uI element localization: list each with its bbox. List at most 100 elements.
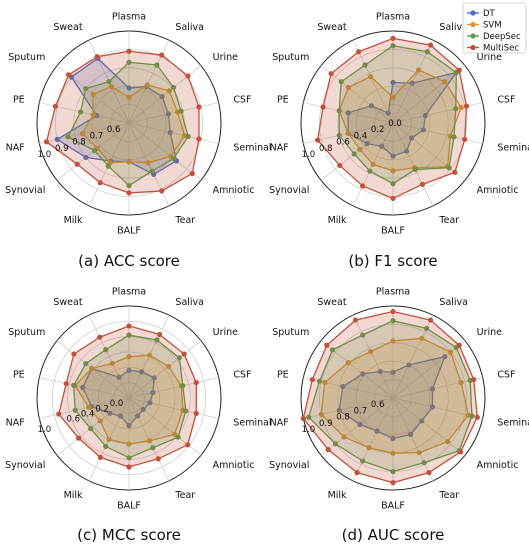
data-point-deepsec	[77, 109, 84, 115]
axis-label-pe: PE	[277, 95, 289, 106]
tick-label: 0.7	[354, 406, 368, 416]
data-point-multisec	[52, 103, 59, 109]
data-point-multisec	[390, 195, 396, 202]
data-point-multisec	[315, 137, 321, 143]
tick-label: 0.7	[90, 131, 104, 141]
data-point-dt	[107, 410, 113, 416]
axis-label-synovial: Synovial	[5, 460, 45, 471]
data-point-multisec	[354, 470, 360, 476]
axis-label-tear: Tear	[438, 490, 459, 501]
series-svm	[336, 67, 464, 174]
data-point-svm	[442, 79, 448, 85]
tick-label: 0.6	[67, 415, 81, 425]
data-point-multisec	[458, 449, 464, 455]
axis-label-pe: PE	[277, 370, 289, 381]
axis-label-synovial: Synovial	[269, 185, 309, 196]
tick-label: 0.4	[81, 410, 95, 420]
axis-label-sputum: Sputum	[8, 327, 45, 338]
data-point-multisec	[337, 162, 343, 169]
tick-label: 0.2	[95, 404, 109, 414]
spoke	[56, 397, 130, 456]
data-point-deepsec	[126, 182, 132, 189]
axis-label-csf: CSF	[497, 95, 515, 106]
data-point-dt	[167, 129, 173, 136]
axis-label-milk: Milk	[64, 490, 83, 501]
data-point-multisec	[390, 35, 396, 41]
data-point-multisec	[325, 447, 331, 453]
data-point-multisec	[74, 161, 80, 167]
data-point-deepsec	[72, 407, 78, 413]
data-point-deepsec	[83, 85, 89, 92]
legend-label: MultiSec	[483, 44, 519, 54]
data-point-multisec	[324, 342, 330, 348]
spoke	[392, 122, 434, 207]
data-point-deepsec	[126, 332, 132, 338]
data-point-multisec	[189, 170, 195, 177]
data-point-svm	[390, 168, 396, 174]
data-point-multisec	[360, 183, 366, 189]
axis-label-amniotic: Amniotic	[213, 460, 255, 471]
data-point-svm	[79, 131, 85, 137]
data-point-multisec	[185, 73, 191, 79]
data-point-dt	[429, 386, 436, 392]
data-point-multisec	[427, 317, 434, 323]
data-point-dt	[140, 406, 146, 413]
data-point-multisec	[65, 72, 72, 78]
axis-label-plasma: Plasma	[112, 12, 146, 23]
axis-label-pe: PE	[13, 95, 25, 106]
data-point-dt	[409, 80, 415, 86]
data-point-multisec	[56, 411, 62, 417]
data-point-dt	[364, 141, 370, 147]
data-point-dt	[406, 362, 412, 368]
data-point-svm	[97, 418, 103, 424]
data-point-deepsec	[105, 163, 111, 169]
tick-label: 0.2	[371, 125, 385, 135]
axis-label-seminal: Seminal	[497, 142, 529, 153]
data-point-dt	[409, 135, 415, 141]
legend-item-dt: DT	[467, 9, 496, 19]
data-point-multisec	[356, 49, 362, 55]
data-point-svm	[458, 379, 464, 386]
data-point-dt	[442, 354, 448, 360]
data-point-dt	[390, 435, 396, 442]
spoke	[392, 340, 466, 399]
spoke	[128, 377, 219, 399]
axis-label-saliva: Saliva	[439, 22, 468, 33]
data-point-deepsec	[412, 166, 418, 173]
axis-label-seminal: Seminal	[233, 142, 271, 153]
data-point-deepsec	[149, 168, 155, 174]
spoke	[392, 397, 434, 482]
data-point-deepsec	[329, 347, 336, 353]
axis-label-csf: CSF	[233, 95, 251, 106]
data-point-dt	[368, 103, 375, 109]
tick-label: 0.6	[371, 400, 385, 410]
spoke	[352, 397, 394, 482]
spoke	[128, 102, 219, 124]
legend-item-multisec: MultiSec	[467, 44, 519, 54]
data-point-dt	[165, 111, 172, 117]
data-point-deepsec	[367, 168, 373, 174]
data-point-multisec	[71, 351, 77, 357]
spoke	[320, 122, 394, 181]
legend-item-deepsec: DeepSec	[467, 32, 521, 42]
axis-label-urine: Urine	[213, 52, 239, 63]
data-point-dt	[159, 94, 165, 100]
data-point-svm	[126, 159, 132, 165]
data-point-dt	[407, 431, 414, 438]
axis-label-balf: BALF	[381, 226, 405, 237]
axis-label-tear: Tear	[174, 490, 195, 501]
data-point-multisec	[185, 442, 191, 448]
data-point-svm	[145, 160, 151, 166]
data-point-deepsec	[316, 378, 323, 384]
data-point-dt	[420, 127, 427, 133]
data-point-svm	[318, 411, 324, 417]
data-point-dt	[345, 110, 351, 116]
data-point-deepsec	[423, 325, 430, 331]
data-point-dt	[126, 423, 132, 429]
legend-item-svm: SVM	[467, 21, 502, 31]
data-point-deepsec	[183, 408, 189, 414]
data-point-dt	[80, 384, 86, 391]
data-point-svm	[368, 348, 374, 355]
data-point-svm	[416, 450, 422, 456]
axis-label-naf: NAF	[270, 417, 289, 428]
